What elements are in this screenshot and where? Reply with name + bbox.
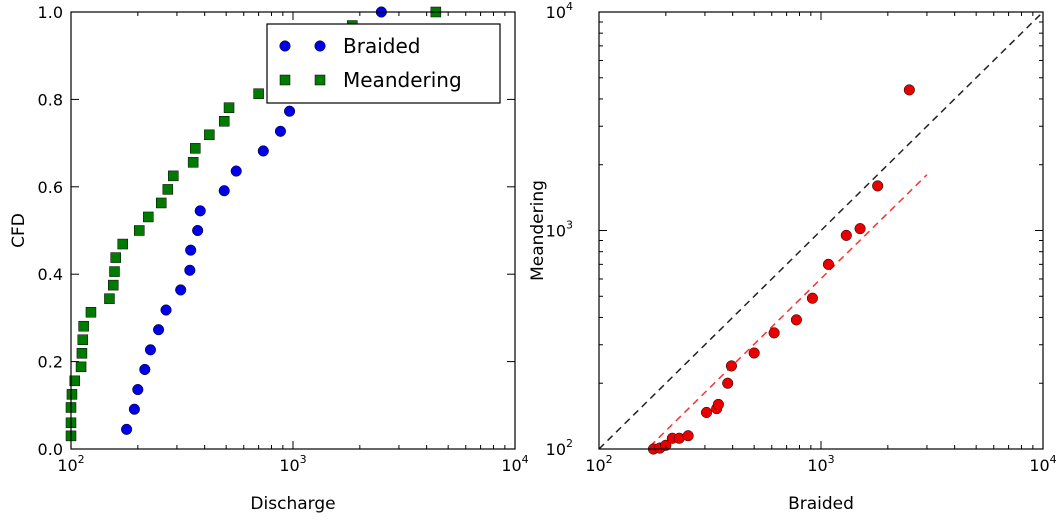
- comparison-point: [722, 377, 734, 389]
- comparison-data-marks: [647, 84, 915, 455]
- comparison-point: [768, 327, 780, 339]
- y-tick-label: 0.2: [38, 353, 63, 372]
- x-tick-label: 104: [1029, 453, 1056, 475]
- comparison-point: [700, 406, 713, 418]
- y-tick-label: 102: [546, 437, 573, 459]
- legend: Braided Meandering: [266, 23, 501, 104]
- comparison-point: [725, 360, 737, 372]
- y-tick-label: 104: [546, 0, 573, 22]
- braided-point: [218, 185, 230, 197]
- braided-point: [194, 205, 206, 217]
- x-tick-exponent: 3: [828, 453, 835, 466]
- meandering-point: [162, 184, 174, 195]
- meandering-point: [168, 170, 179, 182]
- braided-point: [121, 423, 133, 435]
- comparison-point: [903, 84, 915, 96]
- one-to-one-dashed-line: [598, 11, 1044, 450]
- legend-marker-meandering: [314, 74, 326, 86]
- x-tick-exponent: 3: [300, 453, 307, 466]
- y-tick-exponent: 2: [566, 437, 573, 450]
- y-tick-label: 0.6: [38, 178, 63, 197]
- meandering-point: [134, 225, 145, 236]
- meandering-point: [117, 238, 128, 250]
- comparison-point: [790, 314, 802, 326]
- braided-point: [230, 165, 242, 177]
- y-axis-label: CFD: [9, 213, 29, 248]
- comparison-axis-ticks: 102 103 104 102 103 104: [546, 0, 1057, 475]
- meandering-point: [143, 211, 154, 223]
- x-axis-label: Braided: [788, 494, 854, 514]
- meandering-point: [218, 116, 230, 127]
- legend-marker-braided: [314, 40, 326, 52]
- braided-point: [175, 284, 187, 296]
- comparison-point: [748, 347, 760, 359]
- reference-lines: [598, 11, 1044, 450]
- braided-point: [257, 145, 269, 157]
- comparison-point: [854, 223, 866, 235]
- y-tick-label: 0.8: [38, 90, 63, 109]
- comparison-point: [840, 229, 852, 241]
- meandering-point: [78, 320, 89, 332]
- y-tick-label: 0.0: [38, 440, 63, 459]
- x-tick-label: 102: [585, 453, 612, 475]
- braided-point: [128, 403, 140, 415]
- meandering-point: [69, 375, 81, 387]
- x-tick-label: 104: [501, 453, 528, 475]
- legend-label-meandering: Meandering: [343, 68, 462, 92]
- braided-point: [144, 344, 157, 356]
- braided-point: [139, 363, 151, 376]
- legend-marker-braided: [279, 40, 291, 52]
- x-axis-label: Discharge: [250, 494, 335, 514]
- braided-point: [132, 384, 144, 396]
- meandering-point: [75, 361, 87, 373]
- x-tick-label: 103: [279, 453, 306, 475]
- meandering-point: [253, 88, 264, 99]
- legend-label-braided: Braided: [343, 34, 420, 58]
- braided-point: [284, 105, 296, 117]
- y-axis-label: Meandering: [528, 180, 548, 281]
- braided-point: [153, 324, 165, 336]
- braided-point: [274, 125, 287, 137]
- meandering-point: [85, 306, 97, 318]
- braided-point: [160, 304, 172, 316]
- meandering-point: [223, 102, 235, 113]
- y-tick-label: 0.4: [38, 265, 63, 284]
- comparison-point: [806, 292, 818, 304]
- meandering-point: [66, 389, 78, 400]
- comparison-point: [822, 258, 834, 270]
- legend-marker-meandering: [279, 74, 291, 86]
- meandering-point: [77, 334, 89, 345]
- x-tick-label: 103: [807, 453, 834, 475]
- comparison-point: [712, 398, 724, 410]
- x-tick-exponent: 4: [522, 453, 529, 466]
- comparison-point: [682, 430, 694, 442]
- legend-box: [266, 23, 501, 104]
- meandering-point: [204, 129, 215, 141]
- y-tick-exponent: 3: [566, 219, 573, 232]
- meandering-point: [76, 348, 88, 359]
- x-tick-exponent: 4: [1050, 453, 1057, 466]
- legend-entries: Braided Meandering: [279, 34, 462, 92]
- fit-dashed-line: [649, 174, 928, 447]
- braided-point: [192, 224, 204, 237]
- meandering-point: [110, 252, 121, 263]
- meandering-point: [109, 266, 120, 277]
- x-tick-exponent: 2: [606, 453, 613, 466]
- meandering-point: [187, 157, 199, 168]
- y-tick-exponent: 4: [566, 0, 573, 13]
- y-tick-label: 1.0: [38, 3, 63, 22]
- braided-vs-meandering-chart: 102 103 104 102 103 104 Braided Meandering: [528, 0, 1057, 514]
- meandering-point: [108, 279, 119, 291]
- x-tick-exponent: 2: [78, 453, 85, 466]
- comparison-point: [872, 180, 884, 192]
- braided-point: [185, 244, 197, 256]
- meandering-point: [156, 197, 167, 209]
- meandering-point: [190, 143, 201, 154]
- y-tick-label: 103: [546, 219, 573, 241]
- braided-point: [184, 264, 196, 276]
- meandering-point: [104, 293, 115, 304]
